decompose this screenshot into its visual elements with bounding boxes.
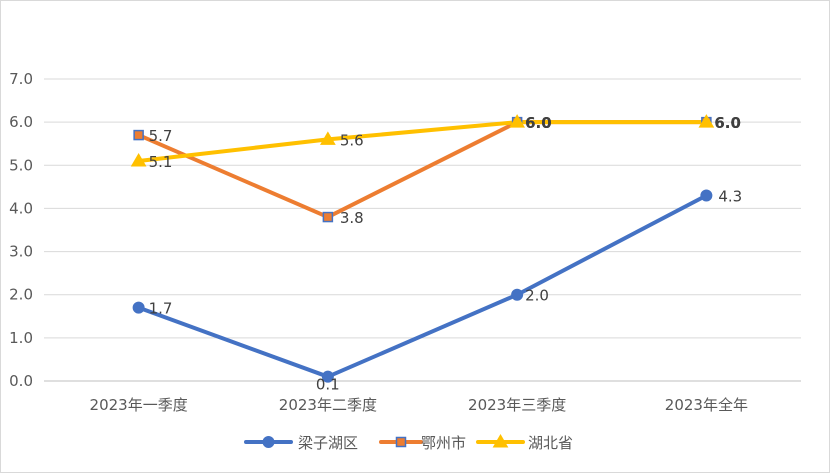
data-label: 6.0 (525, 114, 552, 132)
legend-swatch-marker (262, 436, 275, 448)
data-point (698, 114, 715, 128)
data-point (320, 131, 336, 145)
data-label: 6.0 (525, 114, 552, 132)
legend-item: 鄂州市 (379, 434, 466, 452)
data-point (321, 370, 334, 383)
data-label: 5.7 (149, 127, 173, 145)
data-point (130, 152, 147, 167)
y-tick-label: 0.0 (9, 372, 33, 390)
data-label: 6.0 (714, 114, 741, 132)
series-line (136, 193, 709, 379)
legend-swatch-marker (395, 436, 407, 448)
data-label: 6.0 (714, 114, 741, 132)
legend-label: 鄂州市 (421, 434, 466, 452)
data-point (133, 129, 144, 141)
data-label: 0.1 (316, 376, 340, 394)
legend-label: 湖北省 (528, 434, 573, 452)
legend-item: 湖北省 (476, 434, 573, 452)
data-point (509, 114, 525, 128)
gridlines (44, 78, 801, 382)
series-lines (136, 120, 709, 379)
legend-label: 梁子湖区 (298, 434, 358, 452)
data-label: 2.0 (525, 287, 549, 305)
data-point (700, 189, 713, 202)
series-markers (130, 114, 715, 383)
legend-swatch-marker (492, 434, 509, 448)
data-label: 5.6 (340, 131, 364, 149)
y-tick-label: 6.0 (9, 113, 33, 131)
y-tick-label: 1.0 (9, 329, 33, 347)
y-tick-label: 2.0 (9, 286, 33, 304)
data-label: 3.8 (340, 209, 364, 227)
data-label: 4.3 (718, 187, 742, 205)
data-label: 1.7 (149, 300, 173, 318)
x-tick-label: 2023年三季度 (468, 396, 566, 414)
y-axis: 0.0 1.0 2.0 3.0 4.0 5.0 6.0 7.0 (9, 70, 33, 390)
y-tick-label: 5.0 (9, 156, 33, 174)
x-tick-label: 2023年全年 (665, 396, 748, 414)
data-point (322, 211, 334, 223)
x-tick-label: 2023年二季度 (279, 396, 377, 414)
series-line (136, 120, 709, 220)
data-label: 5.1 (149, 153, 173, 171)
x-tick-label: 2023年一季度 (90, 396, 188, 414)
data-point (132, 301, 145, 314)
data-labels: 1.70.12.04.35.73.86.0 6.05.15.66.0 6.0 (149, 114, 743, 394)
y-tick-label: 4.0 (9, 199, 33, 217)
y-tick-label: 7.0 (9, 70, 33, 88)
legend-item: 梁子湖区 (244, 434, 358, 452)
y-tick-label: 3.0 (9, 243, 33, 261)
data-point (511, 288, 524, 301)
x-axis: 2023年一季度 2023年二季度 2023年三季度 2023年全年 (90, 396, 748, 414)
legend: 梁子湖区 鄂州市 湖北省 (244, 434, 573, 452)
series-line (136, 120, 709, 163)
